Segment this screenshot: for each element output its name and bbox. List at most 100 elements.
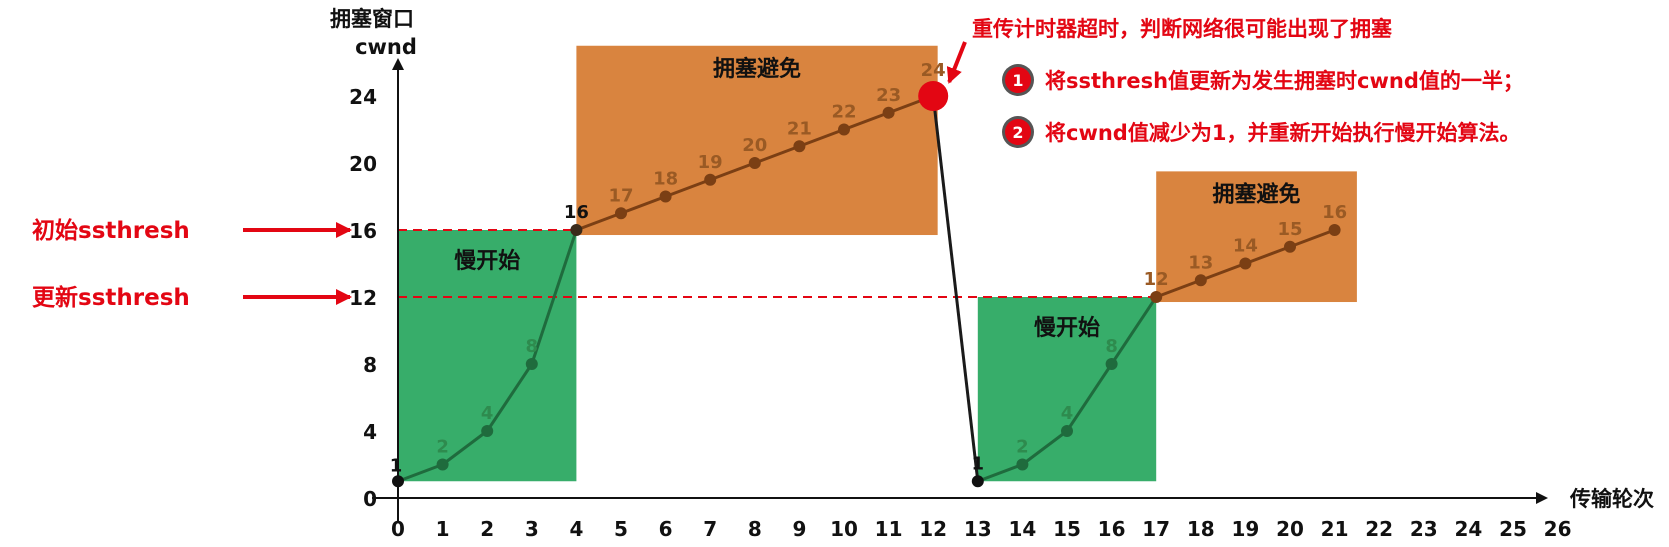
data-label: 4 — [1061, 403, 1074, 424]
data-point — [971, 475, 984, 488]
data-point — [1150, 291, 1163, 303]
data-point — [570, 224, 583, 236]
phase-label-2: 慢开始 — [1034, 315, 1100, 341]
y-tick-label: 12 — [349, 286, 377, 310]
step-badge-number: 1 — [1012, 71, 1023, 90]
series-segment — [1021, 429, 1068, 466]
data-label: 4 — [481, 403, 494, 424]
series-segment — [485, 363, 534, 432]
data-point — [748, 157, 761, 169]
data-label: 1 — [390, 455, 403, 476]
data-point — [704, 173, 717, 186]
data-label: 2 — [1016, 437, 1029, 458]
data-point — [659, 190, 672, 203]
series-segment — [1289, 228, 1336, 249]
y-tick-label: 8 — [363, 353, 377, 377]
data-label: 17 — [608, 185, 633, 206]
x-tick-label: 14 — [1008, 517, 1036, 541]
data-label: 16 — [564, 202, 589, 223]
series-segment — [1244, 245, 1291, 265]
series-segment — [441, 429, 489, 466]
congestion-avoidance-region-3 — [1156, 171, 1357, 303]
x-tick-label: 25 — [1499, 517, 1527, 541]
data-point — [1061, 425, 1073, 437]
data-label: 19 — [698, 152, 723, 173]
x-tick-label: 6 — [659, 517, 673, 541]
series-segment — [1200, 262, 1246, 282]
series-segment — [575, 211, 622, 232]
data-point — [525, 358, 538, 370]
series-segment — [1065, 363, 1113, 432]
data-point — [1105, 358, 1118, 370]
x-tick-label: 2 — [480, 517, 494, 541]
data-point — [1328, 224, 1341, 236]
threshold-lines — [398, 229, 1157, 298]
ssthresh-side-label-0: 初始ssthresh — [32, 217, 190, 244]
x-tick-label: 16 — [1098, 517, 1126, 541]
data-point — [882, 106, 895, 119]
congestion-avoidance-region-1 — [576, 45, 938, 236]
data-label: 22 — [831, 102, 856, 123]
slow-start-region-0 — [398, 230, 577, 482]
series-segment — [1155, 278, 1202, 299]
axes — [372, 58, 1548, 523]
series-segment — [1110, 296, 1158, 365]
y-tick-label: 4 — [363, 420, 377, 444]
data-label: 24 — [921, 60, 946, 81]
x-tick-label: 18 — [1187, 517, 1215, 541]
data-label: 2 — [436, 437, 449, 458]
x-tick-label: 19 — [1231, 517, 1259, 541]
data-label: 16 — [1322, 202, 1347, 223]
data-label: 18 — [653, 169, 678, 190]
y-tick-label: 24 — [349, 85, 377, 109]
x-tick-label: 13 — [964, 517, 992, 541]
x-tick-label: 0 — [391, 517, 405, 541]
y-tick-label: 0 — [363, 487, 377, 511]
data-point — [1194, 274, 1207, 287]
x-tick-label: 23 — [1410, 517, 1438, 541]
ssthresh-side-labels: 初始ssthresh 更新ssthresh — [32, 217, 352, 311]
x-tick-label: 7 — [703, 517, 717, 541]
phase-label-1: 拥塞避免 — [713, 56, 801, 82]
data-label: 15 — [1277, 219, 1302, 240]
data-point — [436, 458, 449, 471]
data-label: 13 — [1188, 252, 1213, 273]
data-point — [481, 425, 494, 437]
data-label: 23 — [876, 85, 901, 106]
data-point — [793, 140, 806, 153]
series-segment — [754, 144, 800, 165]
data-label: 21 — [787, 118, 812, 139]
data-label: 14 — [1233, 236, 1258, 257]
timeout-marker — [918, 81, 949, 111]
timeout-annotation: 重传计时器超时，判断网络很可能出现了拥塞 1 将ssthresh值更新为发生拥塞时c… — [946, 17, 1524, 148]
x-tick-label: 20 — [1276, 517, 1304, 541]
y-tick-label: 16 — [349, 219, 377, 243]
x-axis-title: 传输轮次 — [1569, 487, 1654, 511]
x-tick-label: 4 — [569, 517, 583, 541]
ssthresh-side-label-1: 更新ssthresh — [32, 284, 190, 311]
series-segment — [620, 195, 667, 215]
series-segment — [709, 161, 756, 182]
series-segment — [397, 463, 444, 483]
x-tick-label: 15 — [1053, 517, 1081, 541]
phase-label-0: 慢开始 — [454, 248, 520, 274]
annotation-headline: 重传计时器超时，判断网络很可能出现了拥塞 — [972, 17, 1393, 41]
data-point — [1284, 240, 1296, 253]
data-label: 8 — [1105, 336, 1118, 357]
phase-label-3: 拥塞避免 — [1213, 181, 1301, 207]
x-tick-label: 21 — [1321, 517, 1349, 541]
x-tick-label: 24 — [1454, 517, 1482, 541]
series-segment — [977, 463, 1023, 483]
x-tick-label: 22 — [1365, 517, 1393, 541]
x-tick-label: 12 — [919, 517, 947, 541]
series-segment — [665, 178, 711, 198]
data-point — [1239, 257, 1252, 270]
step-badge-number: 2 — [1012, 123, 1023, 142]
x-tick-label: 17 — [1142, 517, 1170, 541]
x-tick-label: 9 — [792, 517, 806, 541]
series-segment — [530, 229, 578, 365]
data-label: 1 — [972, 453, 985, 474]
